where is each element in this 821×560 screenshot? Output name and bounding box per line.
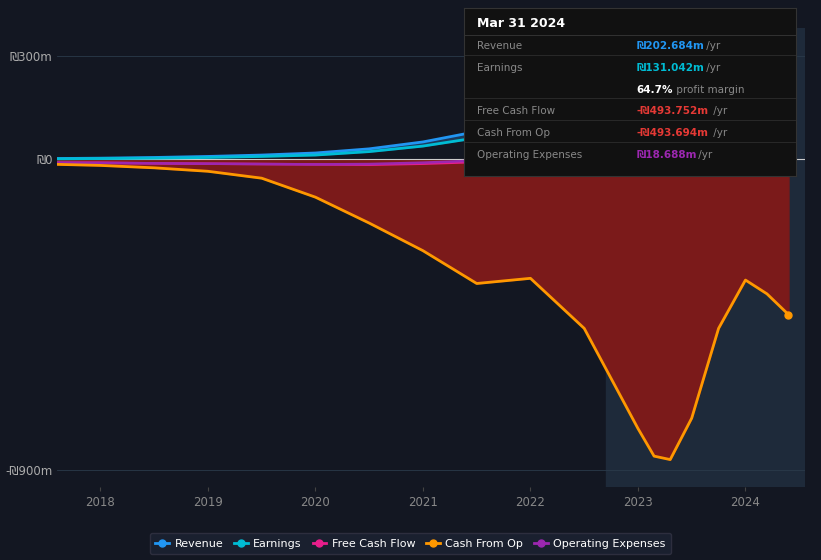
Bar bbox=[606, 28, 805, 487]
Text: /yr: /yr bbox=[710, 128, 727, 138]
Text: Free Cash Flow: Free Cash Flow bbox=[477, 106, 555, 116]
Text: Operating Expenses: Operating Expenses bbox=[477, 150, 582, 160]
Text: Mar 31 2024: Mar 31 2024 bbox=[477, 17, 566, 30]
Text: profit margin: profit margin bbox=[673, 85, 745, 95]
Text: ₪18.688m: ₪18.688m bbox=[637, 150, 697, 160]
Text: /yr: /yr bbox=[703, 41, 720, 51]
Text: Revenue: Revenue bbox=[477, 41, 522, 51]
Text: -₪493.694m: -₪493.694m bbox=[637, 128, 709, 138]
Text: ₪202.684m: ₪202.684m bbox=[637, 41, 704, 51]
Text: 64.7%: 64.7% bbox=[637, 85, 673, 95]
Text: ₪131.042m: ₪131.042m bbox=[637, 63, 704, 73]
Text: -₪493.752m: -₪493.752m bbox=[637, 106, 709, 116]
Legend: Revenue, Earnings, Free Cash Flow, Cash From Op, Operating Expenses: Revenue, Earnings, Free Cash Flow, Cash … bbox=[150, 533, 671, 554]
Text: /yr: /yr bbox=[703, 63, 720, 73]
Text: Earnings: Earnings bbox=[477, 63, 523, 73]
Text: /yr: /yr bbox=[710, 106, 727, 116]
Text: Cash From Op: Cash From Op bbox=[477, 128, 550, 138]
Text: /yr: /yr bbox=[695, 150, 713, 160]
